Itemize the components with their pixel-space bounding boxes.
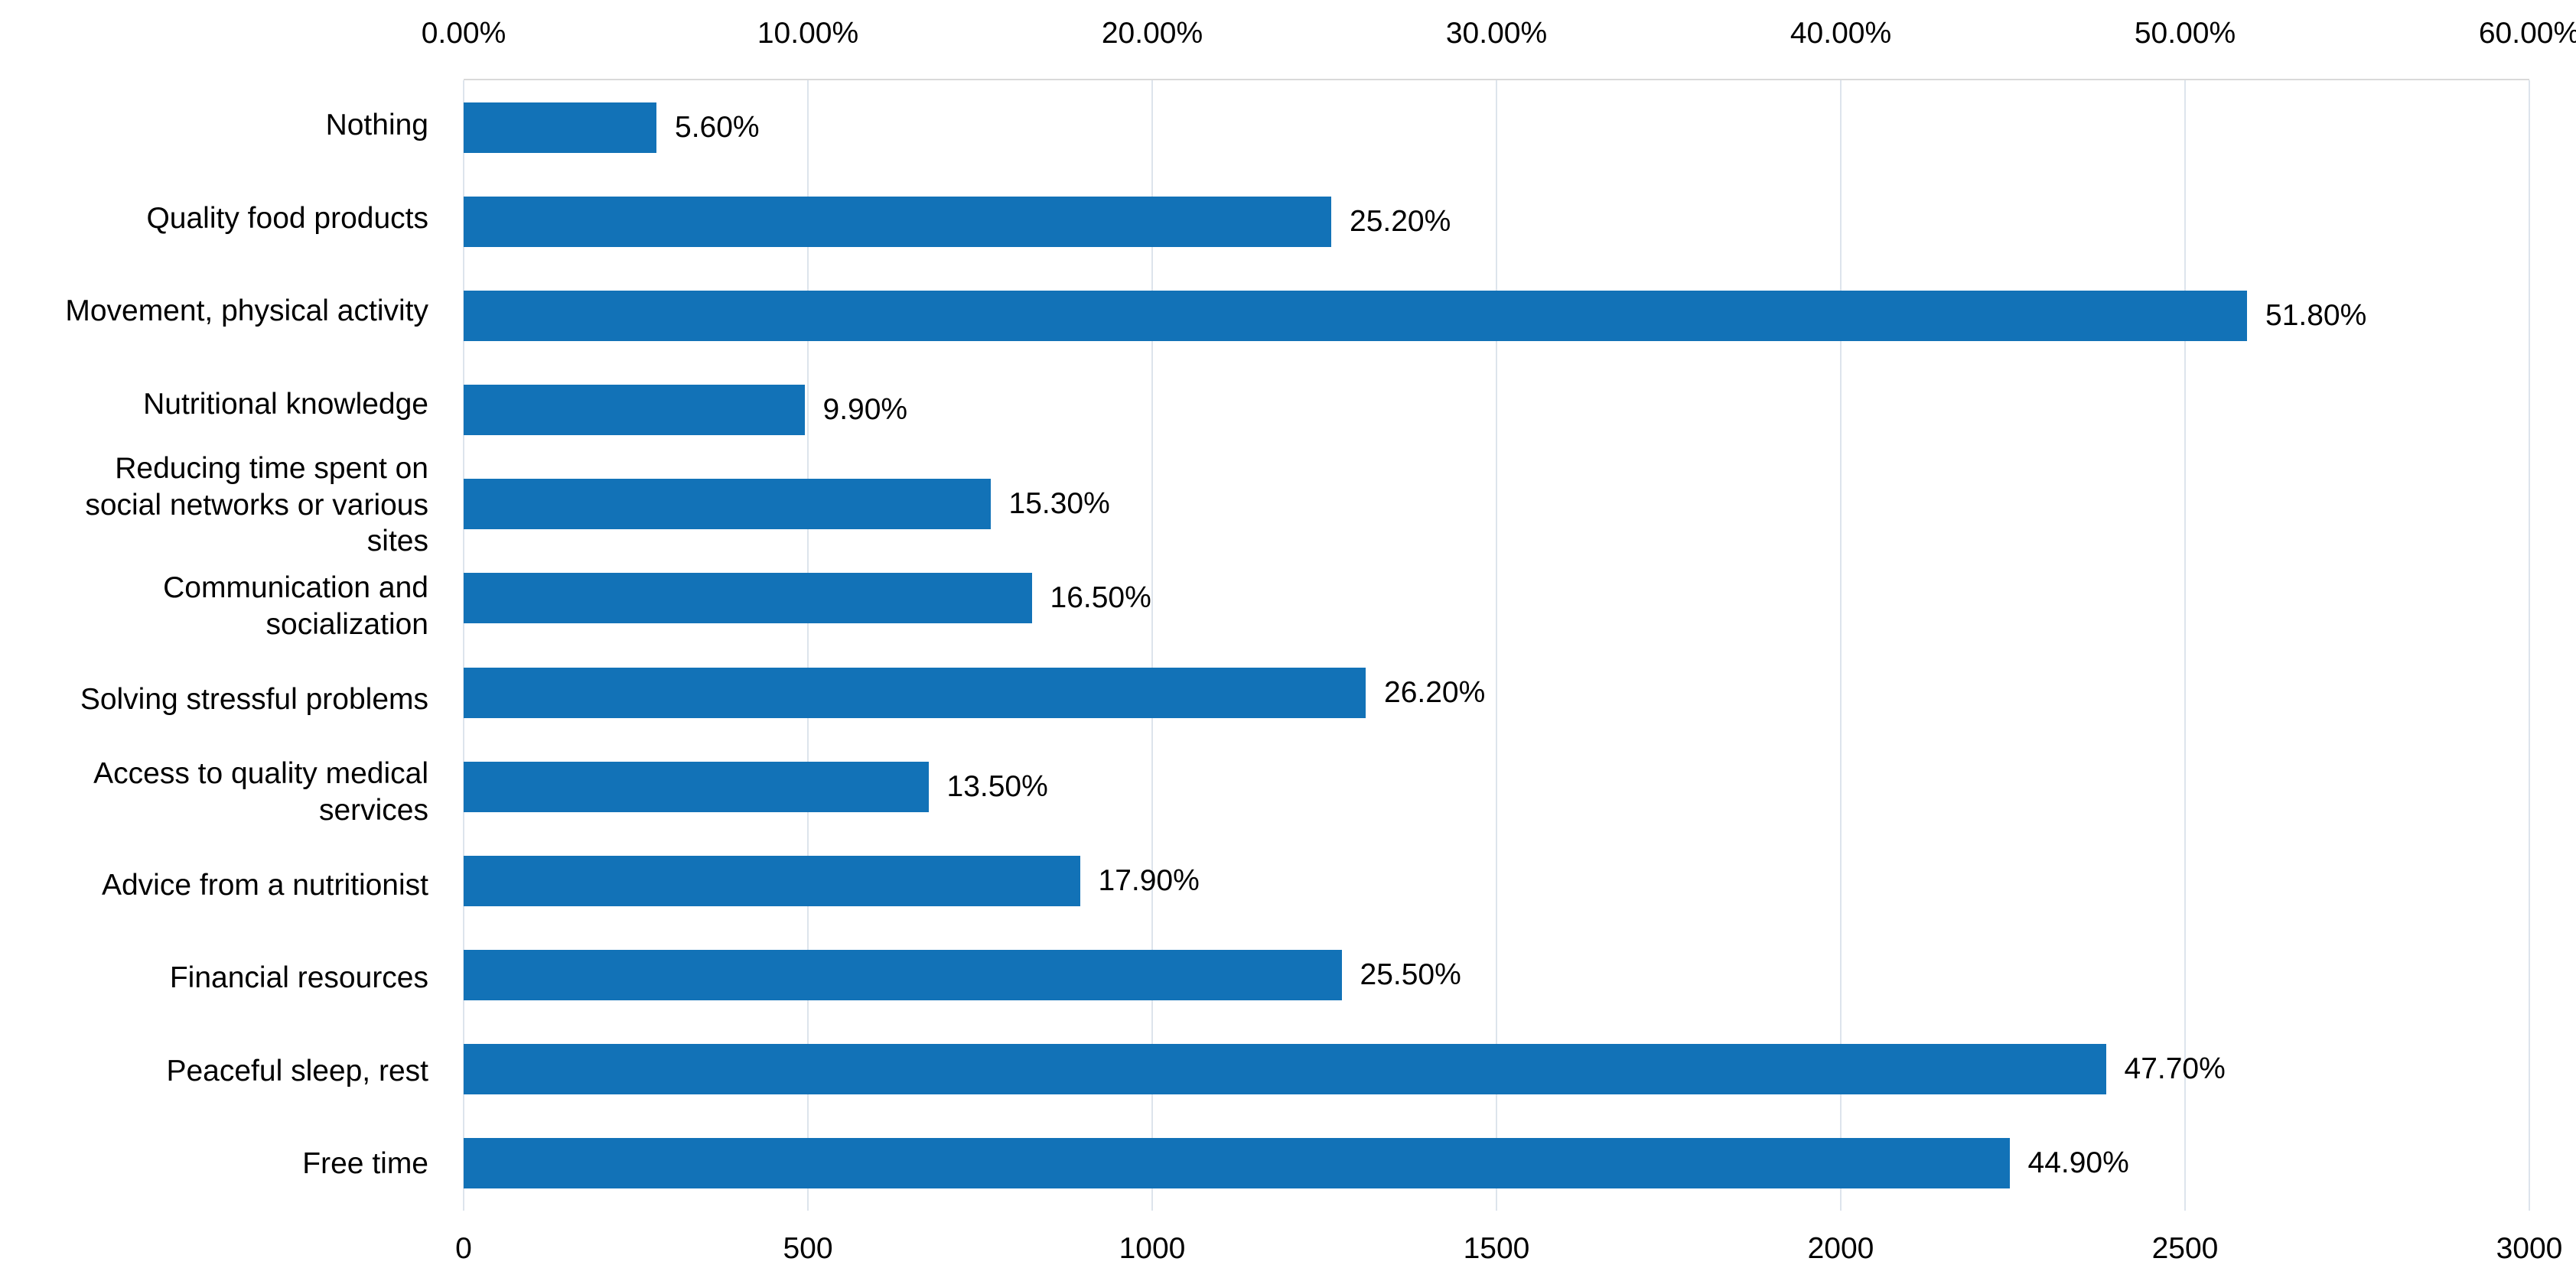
category-label: Peaceful sleep, rest (166, 1054, 428, 1088)
bar-row: 5.60% (464, 80, 2529, 174)
category-label-cell: Nutritional knowledge (0, 358, 447, 451)
bottom-axis-tick-label: 2000 (1807, 1232, 1874, 1265)
bottom-axis-tick-label: 3000 (2496, 1232, 2563, 1265)
category-label-cell: Communication and socialization (0, 560, 447, 653)
category-label: Communication and socialization (163, 571, 428, 641)
top-axis-tick-label: 50.00% (2134, 17, 2236, 50)
top-axis-tick-label: 0.00% (421, 17, 506, 50)
bottom-axis-tick-label: 1000 (1119, 1232, 1186, 1265)
bottom-count-axis: 0 500 1000 1500 2000 2500 3000 (455, 1211, 2562, 1281)
bar-row: 51.80% (464, 268, 2529, 363)
value-label: 44.90% (2027, 1146, 2129, 1180)
bar (464, 855, 1080, 906)
value-label: 47.70% (2124, 1052, 2226, 1086)
bar (464, 102, 656, 153)
category-label-cell: Advice from a nutritionist (0, 839, 447, 932)
category-label: Free time (302, 1147, 428, 1181)
value-label: 16.50% (1050, 581, 1151, 615)
value-label: 26.20% (1384, 675, 1486, 709)
bar-row: 44.90% (464, 1117, 2529, 1211)
value-label: 5.60% (675, 110, 760, 144)
category-axis: Nothing Quality food products Movement, ph… (0, 79, 447, 1211)
bar-row: 26.20% (464, 645, 2529, 740)
bar-row: 16.50% (464, 551, 2529, 645)
category-label-cell: Nothing (0, 79, 447, 172)
category-label: Nutritional knowledge (143, 387, 428, 421)
gridline (1151, 80, 1153, 1211)
top-percent-axis: 0.00% 10.00% 20.00% 30.00% 40.00% 50.00% 60.00… (422, 0, 2576, 79)
gridline (2529, 80, 2530, 1211)
category-label: Financial resources (169, 961, 428, 995)
value-label: 25.20% (1350, 204, 1451, 238)
category-label-cell: Free time (0, 1117, 447, 1211)
bar-row: 13.50% (464, 740, 2529, 834)
bar-row: 25.20% (464, 174, 2529, 268)
category-label-cell: Financial resources (0, 931, 447, 1025)
gridline (1840, 80, 1842, 1211)
bar-rows: 5.60% 25.20% 51.80% 9.90% 15.30% 16.50% … (464, 80, 2529, 1211)
category-label-cell: Reducing time spent on social networks o… (0, 450, 447, 560)
bar (464, 1138, 2010, 1189)
value-label: 9.90% (822, 393, 908, 427)
category-label: Access to quality medical services (93, 757, 428, 827)
category-label-cell: Access to quality medical services (0, 746, 447, 839)
bar-row: 15.30% (464, 457, 2529, 551)
value-label: 13.50% (946, 769, 1048, 803)
gridline (1496, 80, 1497, 1211)
bottom-axis-tick-label: 1500 (1463, 1232, 1530, 1265)
category-label-cell: Movement, physical activity (0, 265, 447, 358)
category-label: Movement, physical activity (65, 294, 428, 328)
bar (464, 761, 929, 812)
category-label: Solving stressful problems (80, 682, 428, 716)
category-label-cell: Quality food products (0, 172, 447, 265)
bar (464, 667, 1366, 718)
category-label: Quality food products (146, 201, 428, 235)
bar-row: 17.90% (464, 834, 2529, 928)
bar-row: 9.90% (464, 363, 2529, 457)
bar (464, 573, 1032, 624)
bar (464, 290, 2247, 341)
bar-row: 47.70% (464, 1023, 2529, 1117)
value-label: 51.80% (2265, 298, 2367, 332)
value-label: 25.50% (1360, 958, 1461, 992)
bottom-axis-tick-label: 500 (783, 1232, 833, 1265)
category-label-cell: Solving stressful problems (0, 653, 447, 746)
gridline (463, 80, 464, 1211)
top-axis-tick-label: 30.00% (1445, 17, 1548, 50)
bar (464, 196, 1331, 247)
bar (464, 950, 1342, 1001)
bar (464, 1044, 2106, 1095)
bar (464, 385, 805, 436)
category-label: Advice from a nutritionist (101, 868, 428, 902)
value-label: 17.90% (1098, 863, 1200, 897)
bar-row: 25.50% (464, 928, 2529, 1023)
top-axis-tick-label: 60.00% (2478, 17, 2576, 50)
bottom-axis-tick-label: 0 (455, 1232, 472, 1265)
category-label: Reducing time spent on social networks o… (85, 452, 428, 558)
top-axis-tick-label: 20.00% (1101, 17, 1203, 50)
bottom-axis-tick-label: 2500 (2151, 1232, 2219, 1265)
bar (464, 479, 991, 530)
top-axis-tick-label: 40.00% (1790, 17, 1892, 50)
category-label: Nothing (325, 108, 428, 141)
value-label: 15.30% (1008, 487, 1110, 521)
top-axis-tick-label: 10.00% (757, 17, 859, 50)
category-label-cell: Peaceful sleep, rest (0, 1025, 447, 1118)
plot-area: 5.60% 25.20% 51.80% 9.90% 15.30% 16.50% … (463, 79, 2530, 1211)
gridline (2184, 80, 2186, 1211)
gridline (807, 80, 809, 1211)
